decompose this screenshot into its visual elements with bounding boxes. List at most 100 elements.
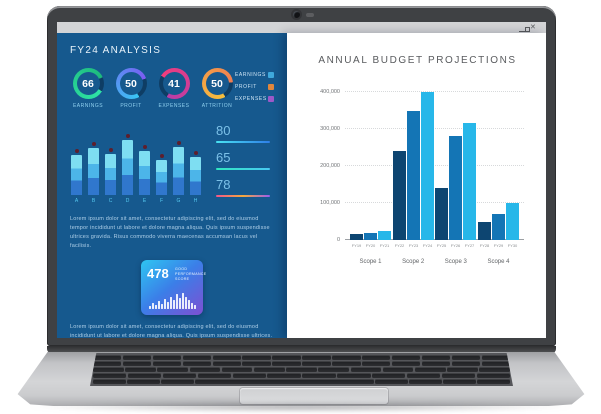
x-tick-label: FY26 (451, 243, 461, 249)
metric-underline (216, 141, 270, 143)
keyboard-key (212, 355, 241, 360)
keyboard-key (272, 355, 301, 360)
keyboard-key (195, 379, 374, 384)
budget-bar-fy26 (449, 136, 463, 240)
mini-bar (105, 154, 116, 195)
stat-histogram-bar (190, 302, 193, 309)
metric-78: 78 (216, 177, 274, 197)
stat-histogram-bar (187, 299, 190, 309)
webcam-icon (292, 11, 300, 18)
stat-card: 478 GOOD PERFORMANCE SCORE (141, 260, 206, 315)
keyboard-key (451, 355, 481, 360)
gauge-label: ATTRITION (201, 103, 233, 109)
stat-histogram-bar (193, 304, 196, 309)
x-tick-label: FY28 (479, 243, 490, 249)
stat-value: 478 (147, 266, 169, 282)
gauge-label: EXPENSES (158, 103, 190, 109)
keyboard-key (332, 355, 361, 360)
keyboard-row (93, 367, 510, 372)
stat-histogram-bar (157, 300, 160, 309)
mini-bar-chart: A B C D E F G H (70, 122, 202, 204)
keyboard-key (197, 373, 231, 378)
mini-bar-f: F (155, 154, 168, 204)
minimize-icon[interactable] (519, 28, 525, 32)
keyboard-key (127, 379, 160, 384)
mini-bar (71, 155, 82, 195)
mini-bar (139, 151, 150, 195)
window-controls (519, 22, 537, 37)
budget-bar-fy28 (477, 221, 491, 240)
gauge-label: PROFIT (120, 103, 142, 109)
x-tick-label: FY21 (379, 243, 390, 249)
legend-swatch (268, 84, 274, 90)
mini-bar-marker (176, 141, 181, 145)
metric-80: 80 (216, 123, 274, 143)
keyboard-key (362, 361, 391, 366)
x-tick-label: FY20 (365, 243, 376, 249)
keyboard-key (286, 367, 317, 372)
stat-histogram-bar (184, 296, 187, 309)
budget-bar-fy20 (364, 233, 377, 240)
stat-label: GOOD PERFORMANCE SCORE (175, 267, 207, 281)
mini-bar-marker (108, 148, 113, 152)
keyboard-key (182, 361, 212, 366)
stat-histogram-bar (151, 302, 154, 309)
gridline (345, 202, 524, 203)
mini-bar (122, 140, 133, 195)
x-tick-label: FY30 (507, 243, 518, 249)
budget-bar-fy24 (420, 92, 434, 240)
metric-underline (216, 195, 270, 197)
keyboard-key (161, 379, 194, 384)
keyboard-key (350, 367, 382, 372)
gauge-value: 41 (168, 77, 180, 90)
mini-bar-marker (91, 142, 96, 146)
gauge-earnings: 66 EARNINGS (70, 68, 106, 109)
x-tick-label: FY29 (493, 243, 504, 249)
metrics-column: 80 65 78 (216, 122, 274, 204)
legend-label: EARNINGS (235, 72, 266, 78)
keyboard-key (212, 361, 241, 366)
keyboard-key (93, 379, 126, 384)
dashboard-paragraph: Lorem ipsum dolor sit amet, consectetur … (70, 216, 270, 250)
mini-bar-e: E (138, 145, 151, 204)
keyboard (90, 353, 513, 386)
keyboard-key (481, 355, 510, 360)
touchpad (240, 388, 388, 404)
keyboard-key (182, 355, 212, 360)
mini-bar-h: H (189, 151, 202, 204)
close-icon[interactable] (530, 24, 537, 32)
budget-chart: 0 100,000 200,000 300,000 400,000 (320, 89, 524, 243)
keyboard-key (318, 367, 349, 372)
keyboard-key (302, 361, 331, 366)
laptop-hinge (47, 346, 556, 353)
gauge-ring: 41 (158, 68, 190, 99)
keyboard-key (362, 355, 391, 360)
keyboard-key (93, 355, 122, 360)
window-titlebar (57, 22, 546, 33)
fy-label-group: FY25 FY26 FY27 (435, 243, 476, 249)
keyboard-key (441, 373, 476, 378)
legend-item: EXPENSES (235, 96, 274, 102)
keyboard-key (93, 373, 127, 378)
stat-histogram-bar (169, 296, 172, 309)
keyboard-key (302, 355, 331, 360)
keyboard-key (253, 367, 285, 372)
keyboard-key (267, 373, 301, 378)
keyboard-key (451, 361, 481, 366)
gauge-ring: 50 (115, 68, 147, 99)
legend-label: PROFIT (235, 84, 257, 90)
bar-group-3 (435, 123, 477, 240)
mini-bar-label: G (176, 198, 181, 204)
mini-bar-a: A (70, 149, 83, 204)
budget-chart-labels: FY19 FY20 FY21 FY22 FY23 FY24 FY25 FY26 FY27 FY28… (345, 243, 524, 265)
mini-bar (156, 160, 167, 195)
gauge-profit: 50 PROFIT (113, 68, 149, 109)
mini-bar-label: B (91, 198, 96, 204)
fy-label-group: FY22 FY23 FY24 (393, 243, 434, 249)
x-tick-label: FY25 (437, 243, 447, 249)
keyboard-key (375, 379, 408, 384)
gridline (345, 91, 524, 92)
mini-bar-c: C (104, 148, 117, 204)
gauge-expenses: 41 EXPENSES (156, 68, 192, 109)
laptop-screen: FY24 ANALYSIS 66 EARNINGS 50 PROFIT 41 EXPENS… (57, 22, 546, 338)
